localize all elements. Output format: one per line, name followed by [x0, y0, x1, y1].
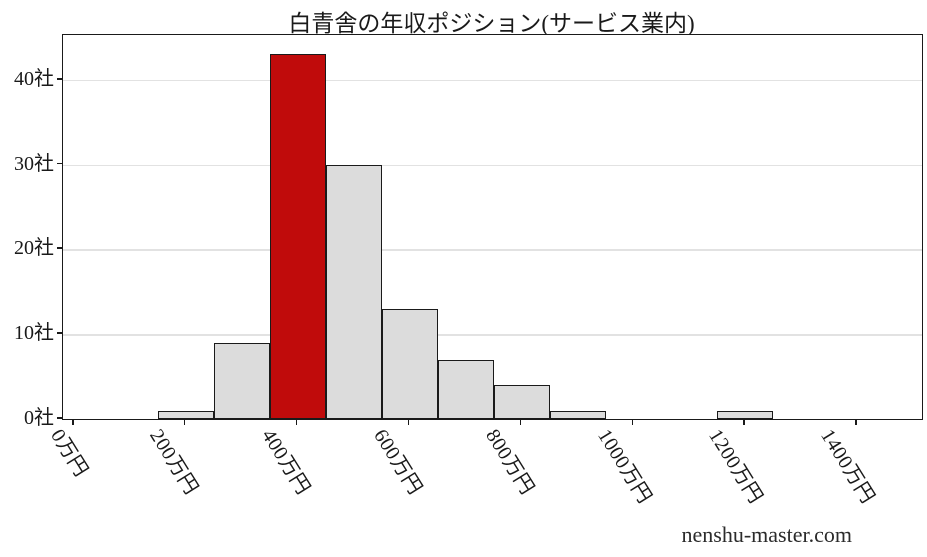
plot-area	[62, 34, 923, 420]
x-axis-tick	[855, 419, 857, 425]
x-axis-tick-label: 600万円	[368, 425, 426, 499]
x-axis-tick	[519, 419, 522, 425]
histogram-bar-600万円	[381, 308, 438, 419]
y-axis-tick	[57, 77, 62, 80]
x-axis-tick-label: 200万円	[145, 425, 203, 499]
histogram-bar-900万円	[549, 410, 606, 419]
x-axis-tick	[72, 419, 74, 425]
x-axis-tick	[631, 419, 634, 425]
histogram-bar-1200万円	[717, 410, 774, 419]
histogram-bar-400万円	[269, 54, 326, 419]
x-axis-tick	[743, 419, 745, 425]
x-axis-tick-label: 1000万円	[592, 425, 656, 508]
y-axis-tick-label: 0社	[24, 407, 54, 429]
histogram-bar-300万円	[213, 342, 270, 419]
watermark: nenshu-master.com	[681, 522, 852, 547]
x-axis-tick	[183, 419, 186, 425]
y-axis-tick-label: 30社	[14, 152, 54, 175]
gridline	[63, 79, 922, 82]
gridline	[63, 164, 922, 167]
y-axis-tick-label: 40社	[14, 67, 54, 90]
x-axis-tick-label: 800万円	[480, 425, 538, 499]
y-axis-tick	[57, 332, 62, 334]
histogram-bar-700万円	[437, 359, 494, 419]
y-axis-tick	[57, 247, 62, 250]
x-axis-tick	[407, 419, 410, 425]
gridline	[63, 249, 922, 251]
x-axis-tick-label: 1200万円	[704, 425, 768, 508]
x-axis-tick-label: 1400万円	[816, 425, 880, 508]
y-axis-tick	[57, 417, 62, 419]
y-axis-tick	[57, 162, 62, 165]
x-axis-tick-label: 400万円	[256, 425, 315, 499]
x-axis-tick-label: 0万円	[46, 425, 93, 481]
gridline	[63, 334, 922, 336]
histogram-bar-800万円	[493, 385, 550, 419]
y-axis-tick-label: 10社	[14, 322, 54, 345]
histogram-bar-200万円	[157, 410, 214, 419]
chart-title: 白青舎の年収ポジション(サービス業内)	[288, 11, 695, 36]
y-axis-tick-label: 20社	[14, 237, 54, 260]
x-axis-tick	[295, 419, 298, 425]
histogram-bar-500万円	[325, 164, 382, 419]
